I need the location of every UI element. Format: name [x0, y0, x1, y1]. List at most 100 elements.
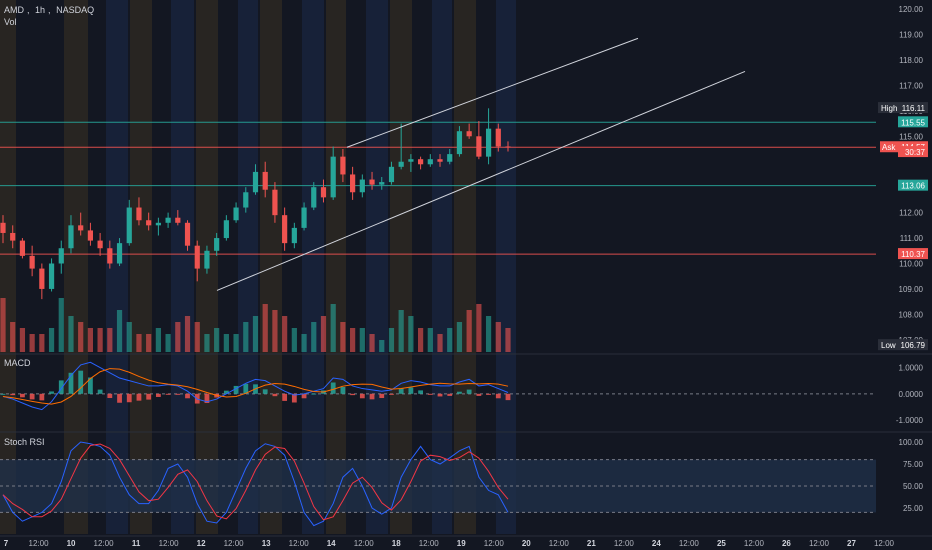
price-badge: 115.55: [898, 116, 928, 128]
volume-bar: [10, 322, 16, 352]
volume-bar: [184, 316, 191, 352]
macd-line: [2, 361, 509, 411]
time-tick-label: 12:00: [354, 539, 375, 548]
price-tick-label: 112.00: [899, 209, 923, 218]
candle-body: [398, 161, 404, 167]
candle-body: [369, 179, 375, 185]
macd-title: MACD: [4, 358, 31, 368]
time-tick-label: 12:00: [94, 539, 115, 548]
macd-histogram-bar: [10, 393, 16, 396]
candle-body: [282, 215, 288, 244]
price-badge: High 116.11: [878, 102, 928, 114]
badge-value: 113.06: [901, 182, 925, 191]
badge-value: 110.37: [901, 250, 925, 259]
candle-body: [456, 131, 463, 155]
macd-histogram-bar: [389, 393, 394, 395]
volume-legend[interactable]: Vol: [4, 17, 20, 27]
candle-body: [68, 225, 74, 249]
macd-histogram-bar: [68, 372, 74, 394]
candle-body: [223, 220, 229, 239]
macd-histogram-bar: [117, 393, 122, 403]
macd-histogram-bar: [282, 393, 288, 401]
macd-histogram-bar: [398, 388, 404, 394]
macd-histogram-bar: [204, 393, 210, 404]
time-tick-label: 25: [717, 539, 726, 548]
volume-bar: [495, 322, 501, 352]
badge-label: High: [881, 104, 897, 113]
candle-body: [417, 159, 424, 165]
candle-body: [320, 187, 327, 198]
volume-bar: [262, 304, 268, 352]
price-badge: Low 106.79: [878, 339, 928, 351]
badge-bg: [878, 339, 928, 351]
volume-bar: [369, 334, 375, 352]
macd-histogram-bar: [136, 393, 142, 401]
time-tick-label: 13: [262, 539, 271, 548]
macd-histogram-bar: [505, 393, 511, 401]
badge-bg: [898, 248, 928, 260]
macd-histogram-bar: [165, 393, 171, 395]
volume-bar: [78, 322, 84, 352]
time-tick-label: 12:00: [549, 539, 570, 548]
volume-bar: [39, 334, 45, 352]
time-tick-label: 12: [197, 539, 206, 548]
badge-tag: [880, 141, 898, 153]
time-tick-label: 12:00: [809, 539, 830, 548]
macd-histogram-bar: [476, 393, 482, 396]
badge-label: Low: [881, 341, 896, 350]
volume-bar: [379, 340, 385, 352]
macd-histogram-bar: [466, 389, 472, 394]
volume-bar: [146, 334, 152, 352]
candle-body: [379, 182, 385, 185]
volume-bar: [116, 310, 123, 352]
macd-histogram-bar: [88, 377, 93, 394]
price-tick-label: 109.00: [899, 285, 924, 294]
candle-body: [146, 220, 152, 226]
time-tick-label: 26: [782, 539, 791, 548]
candle-body: [97, 240, 103, 249]
price-tick-label: 119.00: [899, 31, 923, 40]
time-tick-label: 27: [847, 539, 856, 548]
price-tick-label: 117.00: [899, 81, 923, 90]
macd-histogram-bar: [78, 370, 84, 394]
time-tick-label: 12:00: [419, 539, 440, 548]
macd-histogram-bar: [185, 393, 190, 399]
macd-histogram-bar: [146, 393, 152, 400]
volume-bar: [214, 328, 220, 352]
volume-bar: [107, 328, 113, 352]
volume-bar: [165, 334, 171, 352]
time-tick-label: 7: [4, 539, 9, 548]
macd-histogram-bar: [495, 393, 501, 399]
macd-histogram-bar: [20, 393, 25, 398]
candle-body: [10, 232, 16, 241]
candle-body: [427, 159, 433, 165]
volume-bar: [58, 298, 64, 352]
candle-body: [39, 268, 45, 289]
candle-body: [175, 217, 181, 223]
price-tick-label: 120.00: [899, 5, 924, 14]
time-tick-label: 12:00: [159, 539, 180, 548]
candle-body: [107, 248, 113, 264]
macd-histogram-bar: [330, 382, 336, 394]
candle-body: [87, 230, 94, 241]
candle-body: [476, 136, 482, 157]
price-tick-label: 115.00: [899, 132, 923, 141]
time-tick-label: 11: [132, 539, 141, 548]
candle-body: [184, 222, 191, 246]
candle-body: [204, 250, 210, 269]
volume-bar: [447, 328, 453, 352]
macd-histogram-bar: [291, 393, 297, 403]
volume-bar: [252, 316, 259, 352]
volume-bar: [155, 328, 161, 352]
price-tick-label: 111.00: [900, 234, 924, 243]
symbol-legend[interactable]: AMD, 1h, NASDAQ: [4, 5, 95, 15]
macd-tick-label: 1.0000: [899, 364, 924, 373]
macd-histogram-bar: [49, 391, 54, 394]
macd-histogram-bar: [457, 391, 462, 394]
signal-line: [2, 368, 509, 405]
interval-label: 1h: [35, 5, 46, 15]
volume-bar: [194, 322, 200, 352]
volume-bar: [126, 322, 132, 352]
